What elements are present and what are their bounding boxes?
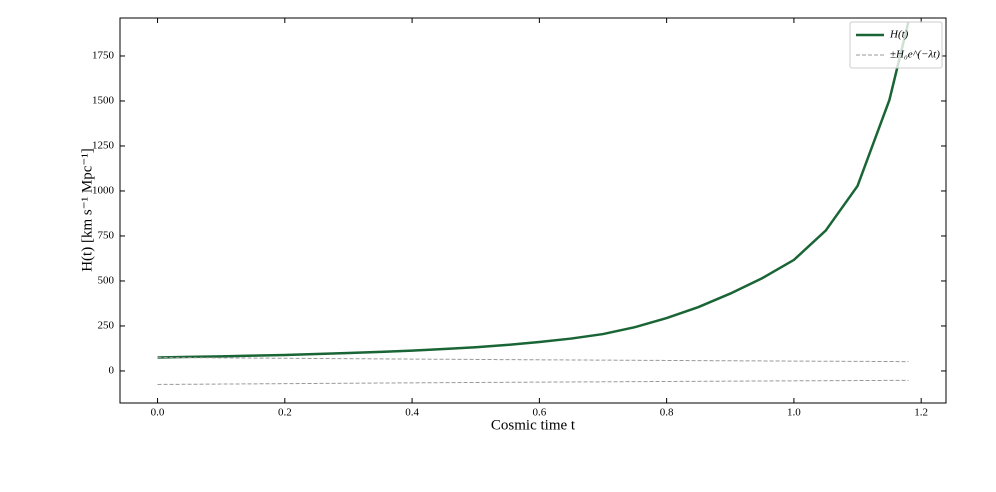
x-axis-label: Cosmic time t [491,417,576,433]
x-tick-label: 0.0 [151,407,165,419]
y-tick-label: 1750 [92,50,115,62]
y-tick-label: 1500 [92,95,115,107]
legend-box [849,21,943,69]
x-tick-label: 1.0 [787,407,801,419]
legend-label: H(t) [889,29,909,41]
x-tick-label: 1.2 [914,407,928,419]
legend-label: ±H₀e^(−λt) [890,49,940,61]
x-tick-label: 0.6 [532,407,546,419]
series-line [157,379,909,385]
y-tick-label: 1000 [92,185,115,197]
x-tick-label: 0.4 [405,407,419,419]
series-line [157,21,910,359]
series-line [157,356,909,363]
y-axis-label: H(t) [km s⁻¹ Mpc⁻¹] [79,148,95,272]
plot-frame [119,17,947,404]
y-tick-label: 750 [98,229,115,241]
x-tick-label: 0.2 [278,407,292,419]
x-tick-label: 0.8 [660,407,674,419]
y-tick-label: 250 [98,319,115,331]
y-tick-label: 500 [98,274,115,286]
y-tick-label: 1250 [92,140,115,152]
y-tick-label: 0 [109,364,115,376]
